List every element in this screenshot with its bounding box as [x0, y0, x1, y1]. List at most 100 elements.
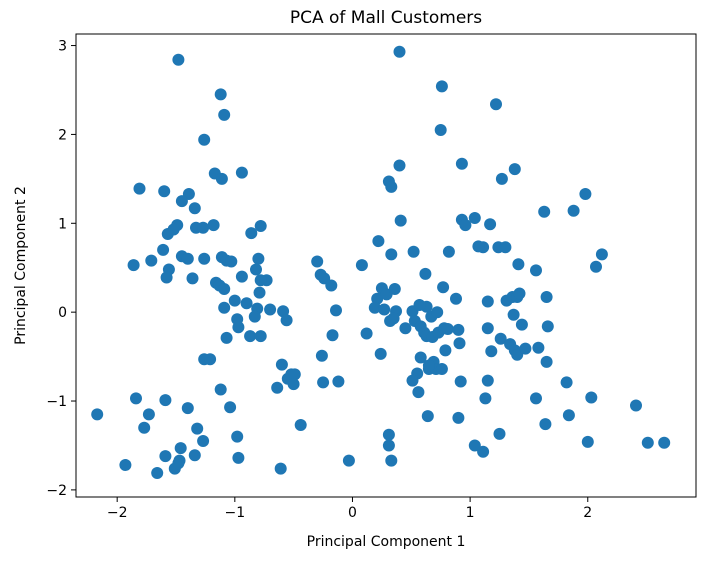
scatter-point — [374, 347, 387, 360]
scatter-point — [157, 243, 170, 256]
scatter-point — [468, 439, 481, 452]
scatter-point — [560, 376, 573, 389]
scatter-point — [658, 436, 671, 449]
scatter-point — [228, 294, 241, 307]
scatter-point — [172, 53, 185, 66]
scatter-point — [325, 279, 338, 292]
scatter-point — [204, 353, 217, 366]
scatter-point — [188, 202, 201, 215]
scatter-point — [215, 172, 228, 185]
scatter-point — [355, 259, 368, 272]
x-tick-label: 2 — [583, 505, 592, 521]
scatter-point — [437, 281, 450, 294]
scatter-point — [459, 219, 472, 232]
scatter-point — [274, 462, 287, 475]
scatter-point — [130, 392, 142, 405]
scatter-point — [142, 408, 155, 421]
scatter-point — [393, 45, 406, 58]
scatter-point — [562, 409, 575, 422]
scatter-point — [218, 283, 231, 295]
y-tick-label: −1 — [46, 394, 67, 410]
scatter-point — [385, 248, 398, 261]
scatter-point — [254, 274, 267, 287]
scatter-point — [393, 159, 406, 172]
scatter-point — [419, 267, 432, 280]
scatter-point — [271, 381, 284, 394]
scatter-point — [138, 421, 151, 434]
scatter-point — [214, 88, 227, 101]
scatter-point — [252, 252, 265, 265]
scatter-point — [540, 355, 553, 368]
scatter-point — [280, 314, 293, 327]
scatter-point — [368, 301, 381, 314]
scatter-point — [253, 286, 266, 299]
scatter-point — [385, 454, 398, 467]
x-tick-label: −2 — [107, 505, 128, 521]
scatter-point — [481, 374, 494, 387]
scatter-point — [388, 283, 401, 295]
scatter-point — [158, 185, 171, 198]
scatter-point — [254, 220, 267, 232]
scatter-point — [250, 263, 262, 276]
scatter-point — [485, 345, 498, 358]
scatter-point — [468, 212, 481, 224]
scatter-point — [538, 205, 551, 218]
scatter-point — [494, 332, 507, 345]
scatter-point — [218, 301, 231, 314]
data-points — [91, 45, 671, 479]
scatter-point — [450, 292, 462, 305]
scatter-point — [453, 337, 466, 350]
scatter-point — [399, 322, 412, 335]
scatter-point — [235, 270, 248, 283]
scatter-point — [541, 320, 554, 333]
scatter-point — [225, 255, 238, 268]
scatter-point — [434, 124, 447, 136]
scatter-point — [275, 358, 288, 371]
scatter-point — [326, 329, 339, 342]
scatter-point — [630, 399, 642, 412]
scatter-point — [512, 258, 525, 271]
scatter-point — [493, 427, 506, 440]
scatter-point — [119, 459, 132, 471]
scatter-point — [181, 402, 194, 415]
scatter-point — [507, 308, 520, 321]
scatter-point — [455, 157, 468, 170]
scatter-point — [91, 408, 104, 421]
scatter-point — [484, 218, 497, 231]
scatter-point — [382, 439, 395, 452]
scatter-point — [414, 351, 427, 364]
scatter-point — [197, 435, 210, 447]
axis-ticks: −2 −1 0 1 2 −2 −1 0 1 2 3 — [46, 39, 592, 521]
scatter-point — [174, 442, 187, 455]
scatter-point — [431, 306, 444, 319]
scatter-point — [332, 375, 345, 388]
x-tick-label: −1 — [225, 505, 246, 521]
scatter-point — [254, 330, 267, 343]
scatter-point — [508, 163, 521, 176]
x-tick-label: 0 — [348, 505, 357, 521]
scatter-point — [530, 264, 542, 277]
scatter-point — [244, 330, 257, 343]
scatter-point — [175, 195, 188, 208]
x-axis-label: Principal Component 1 — [307, 534, 466, 550]
scatter-point — [539, 418, 552, 431]
scatter-point — [288, 368, 301, 381]
scatter-point — [595, 248, 608, 261]
scatter-point — [127, 259, 140, 272]
scatter-point — [360, 327, 373, 340]
plot-area-frame — [75, 33, 697, 498]
scatter-point — [532, 341, 545, 354]
scatter-point — [151, 467, 164, 479]
scatter-point — [145, 254, 158, 267]
y-axis-label: Principal Component 2 — [13, 186, 29, 345]
scatter-point — [198, 133, 211, 146]
scatter-point — [472, 240, 485, 253]
scatter-point — [452, 323, 465, 336]
scatter-point — [218, 108, 231, 121]
y-tick-label: 0 — [58, 305, 67, 321]
scatter-point — [161, 228, 174, 240]
scatter-point — [581, 435, 594, 448]
scatter-point — [240, 297, 253, 310]
y-tick-label: 2 — [58, 127, 67, 143]
scatter-point — [387, 312, 400, 325]
